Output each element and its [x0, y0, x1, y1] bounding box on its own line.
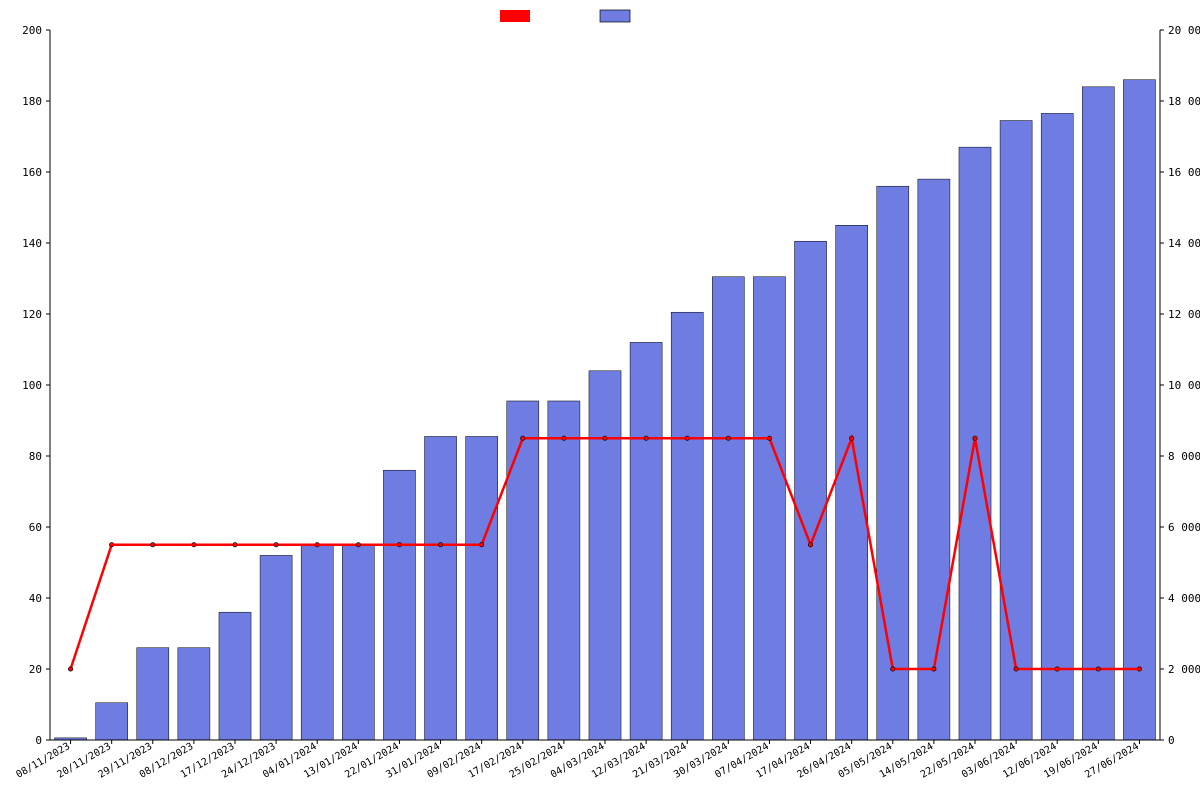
line-marker: [685, 436, 689, 440]
line-marker: [315, 543, 319, 547]
bar: [1000, 121, 1032, 740]
y-left-tick-label: 40: [29, 592, 42, 605]
y-right-tick-label: 10 000: [1168, 379, 1200, 392]
bar: [671, 312, 703, 740]
bar: [589, 371, 621, 740]
line-marker: [233, 543, 237, 547]
y-right-tick-label: 6 000: [1168, 521, 1200, 534]
y-right-tick-label: 2 000: [1168, 663, 1200, 676]
line-marker: [109, 543, 113, 547]
bar: [1041, 113, 1073, 740]
bar: [795, 241, 827, 740]
bar: [1123, 80, 1155, 740]
line-marker: [891, 667, 895, 671]
y-right-tick-label: 18 000: [1168, 95, 1200, 108]
legend-swatch-bar: [600, 10, 630, 22]
bar: [712, 277, 744, 740]
line-marker: [438, 543, 442, 547]
bar: [1082, 87, 1114, 740]
y-left-tick-label: 160: [22, 166, 42, 179]
y-right-tick-label: 8 000: [1168, 450, 1200, 463]
bar: [301, 545, 333, 740]
line-marker: [973, 436, 977, 440]
bar: [342, 545, 374, 740]
line-marker: [562, 436, 566, 440]
bar: [918, 179, 950, 740]
line-marker: [932, 667, 936, 671]
line-marker: [68, 667, 72, 671]
line-marker: [356, 543, 360, 547]
y-left-tick-label: 80: [29, 450, 42, 463]
line-marker: [1096, 667, 1100, 671]
y-right-tick-label: 20 000: [1168, 24, 1200, 37]
line-marker: [479, 543, 483, 547]
bar: [137, 648, 169, 740]
bar: [425, 436, 457, 740]
line-marker: [767, 436, 771, 440]
line-marker: [644, 436, 648, 440]
line-marker: [849, 436, 853, 440]
y-left-tick-label: 100: [22, 379, 42, 392]
y-left-tick-label: 20: [29, 663, 42, 676]
line-marker: [1137, 667, 1141, 671]
chart-svg: 0 20 40 60 80 100 120 140 160 180 200 0 2 000 4 000 6 …: [0, 0, 1200, 800]
legend-swatch-line: [500, 10, 530, 22]
line-marker: [274, 543, 278, 547]
y-right-tick-label: 4 000: [1168, 592, 1200, 605]
bar: [178, 648, 210, 740]
bar: [877, 186, 909, 740]
line-marker: [151, 543, 155, 547]
y-right-tick-label: 16 000: [1168, 166, 1200, 179]
bar: [753, 277, 785, 740]
bar: [219, 612, 251, 740]
y-left-tick-label: 60: [29, 521, 42, 534]
line-marker: [726, 436, 730, 440]
line-marker: [1055, 667, 1059, 671]
combo-chart: 0 20 40 60 80 100 120 140 160 180 200 0 2 000 4 000 6 …: [0, 0, 1200, 800]
y-right-tick-label: 12 000: [1168, 308, 1200, 321]
line-marker: [1014, 667, 1018, 671]
line-marker: [603, 436, 607, 440]
bar: [836, 225, 868, 740]
bar: [96, 703, 128, 740]
line-marker: [397, 543, 401, 547]
bar: [383, 470, 415, 740]
y-left-tick-label: 140: [22, 237, 42, 250]
bar: [260, 555, 292, 740]
y-right-tick-label: 0: [1168, 734, 1175, 747]
line-marker: [808, 543, 812, 547]
bar: [466, 436, 498, 740]
y-left-tick-label: 180: [22, 95, 42, 108]
line-marker: [192, 543, 196, 547]
bar: [630, 342, 662, 740]
bar: [548, 401, 580, 740]
bar: [507, 401, 539, 740]
y-left-tick-label: 200: [22, 24, 42, 37]
y-right-tick-label: 14 000: [1168, 237, 1200, 250]
line-marker: [521, 436, 525, 440]
y-left-tick-label: 120: [22, 308, 42, 321]
y-left-tick-label: 0: [35, 734, 42, 747]
